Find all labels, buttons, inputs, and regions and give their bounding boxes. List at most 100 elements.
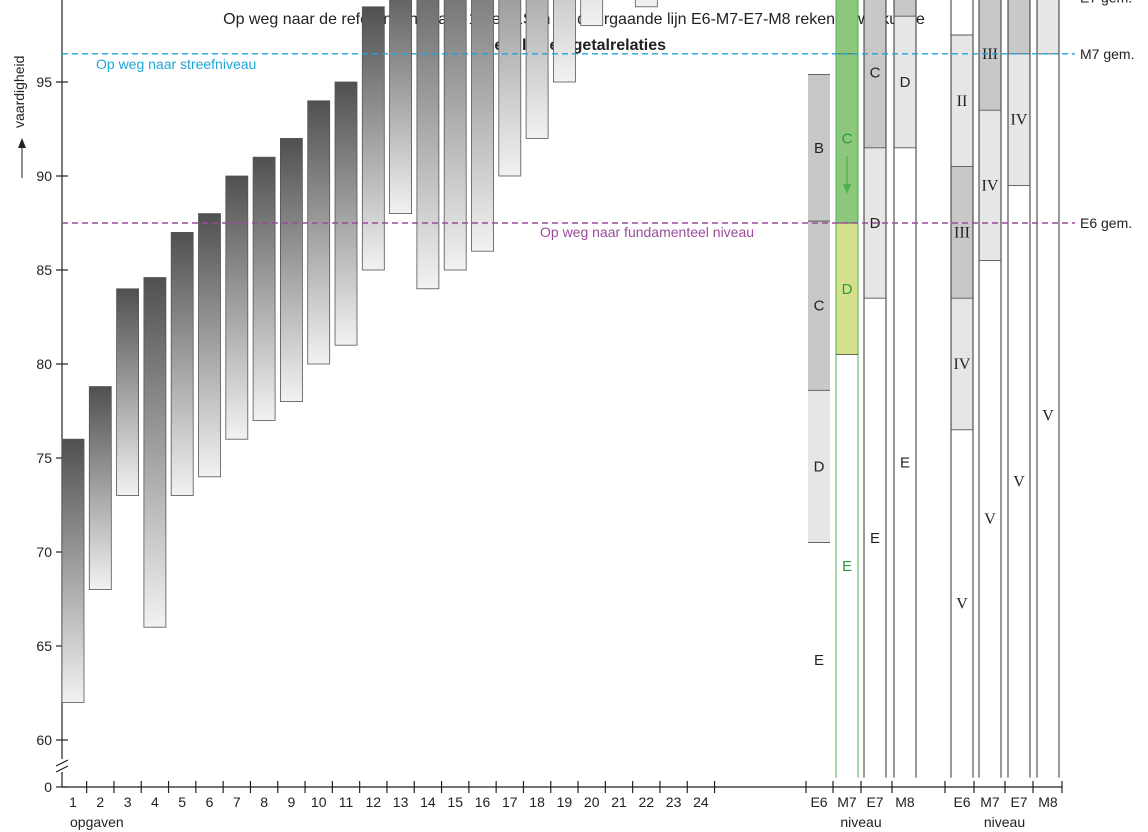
x-axis-label-niveau: niveau (840, 814, 881, 830)
task-bar-9 (279, 137, 303, 403)
level-band-M7-E (836, 354, 858, 778)
level-band-M8-E (894, 147, 916, 778)
x-tick-label: M7 (980, 794, 1000, 810)
y-tick-label: 95 (36, 74, 52, 90)
y-tick-label: 90 (36, 168, 52, 184)
x-tick-label: E7 (1010, 794, 1027, 810)
level-label: D (814, 458, 825, 475)
task-bar-15 (443, 0, 467, 271)
y-tick-label: 60 (36, 732, 52, 748)
task-bar-19 (553, 0, 576, 83)
level-band-E7-V (1008, 185, 1030, 778)
level-label: V (984, 511, 996, 528)
level-band-E6-V (951, 429, 973, 778)
level-band-E7-C (864, 0, 886, 148)
level-band-E6-I (951, 0, 973, 35)
task-bar-6 (198, 213, 221, 478)
level-band-M8-V (1037, 53, 1059, 778)
level-band-E6-E (808, 542, 830, 778)
task-bar-17 (498, 0, 522, 177)
level-band-E6-IV (951, 298, 973, 430)
level-label: D (842, 281, 853, 298)
x-tick-label: 13 (393, 794, 409, 810)
x-tick-label: M8 (1038, 794, 1058, 810)
y-tick-label: 80 (36, 356, 52, 372)
reference-line-label: E7 gem. (1080, 0, 1132, 5)
task-bar-14 (416, 0, 440, 290)
level-band-M7-V (979, 260, 1001, 778)
level-label: V (1042, 408, 1054, 425)
x-tick-label: 1 (69, 794, 77, 810)
level-label: E (842, 558, 852, 575)
level-band-M7-C (836, 53, 858, 223)
level-band-E6-D (808, 390, 830, 543)
x-axis-label-niveau: niveau (984, 814, 1025, 830)
y-tick-label: 85 (36, 262, 52, 278)
y-tick-label: 65 (36, 638, 52, 654)
task-bar-22 (634, 0, 658, 8)
level-label: E (900, 455, 910, 472)
x-tick-label: E7 (866, 794, 883, 810)
level-band-E6-C (808, 221, 830, 391)
x-tick-label: 2 (96, 794, 104, 810)
level-label: C (870, 65, 881, 82)
annotation-streefniveau: Op weg naar streefniveau (96, 56, 256, 72)
x-tick-label: 23 (666, 794, 682, 810)
x-tick-label: E6 (810, 794, 827, 810)
level-band-M8-C (894, 0, 916, 17)
x-tick-label: 10 (311, 794, 327, 810)
task-bar-13 (389, 0, 413, 214)
level-label: V (1013, 474, 1025, 491)
x-tick-label: 16 (475, 794, 491, 810)
x-tick-label: 12 (366, 794, 382, 810)
x-tick-label: 11 (339, 794, 354, 810)
level-band-E6-II (951, 35, 973, 167)
level-band-E6-III (951, 166, 973, 299)
task-bar-3 (116, 288, 139, 496)
task-bar-12 (361, 6, 385, 271)
x-tick-label: 19 (557, 794, 573, 810)
level-label: IV (954, 356, 971, 373)
x-tick-label: 3 (124, 794, 132, 810)
x-tick-label: 14 (420, 794, 436, 810)
level-band-M7-D (836, 223, 858, 355)
x-tick-label: 5 (178, 794, 186, 810)
x-tick-label: 17 (502, 794, 518, 810)
level-label: II (957, 93, 968, 110)
level-label: C (814, 298, 825, 315)
level-label: B (814, 140, 824, 157)
level-band-M7-III (979, 0, 1001, 111)
y-axis-label: vaardigheid (11, 56, 27, 128)
task-bar-4 (143, 277, 167, 628)
level-label: IV (982, 177, 999, 194)
x-tick-label: E6 (953, 794, 970, 810)
task-bar-5 (170, 231, 194, 497)
reference-line-label: E6 gem. (1080, 215, 1132, 231)
x-tick-label: 21 (611, 794, 627, 810)
level-band-M8-D (894, 16, 916, 148)
level-label: III (982, 46, 998, 63)
y-tick-label: 70 (36, 544, 52, 560)
level-label: E (870, 530, 880, 547)
x-tick-label: 22 (639, 794, 655, 810)
task-bar-10 (307, 100, 331, 365)
x-tick-label: 4 (151, 794, 159, 810)
axis-break-mark (55, 759, 69, 773)
task-bar-7 (225, 175, 249, 440)
level-label: IV (1011, 112, 1028, 129)
task-bar-16 (471, 0, 494, 252)
task-bar-8 (252, 156, 276, 421)
level-label: V (956, 596, 968, 613)
x-tick-label: 20 (584, 794, 600, 810)
level-label: C (842, 130, 853, 147)
x-tick-label: 15 (447, 794, 463, 810)
x-tick-label: 7 (233, 794, 241, 810)
annotation-fundamenteel: Op weg naar fundamenteel niveau (540, 224, 754, 240)
x-tick-label: M8 (895, 794, 915, 810)
x-tick-label: 18 (529, 794, 545, 810)
level-band-E6-B (808, 74, 830, 222)
y-tick-label: 0 (44, 779, 52, 795)
level-band-E7-IV (1008, 53, 1030, 186)
highlight-arrow-head (843, 184, 851, 194)
